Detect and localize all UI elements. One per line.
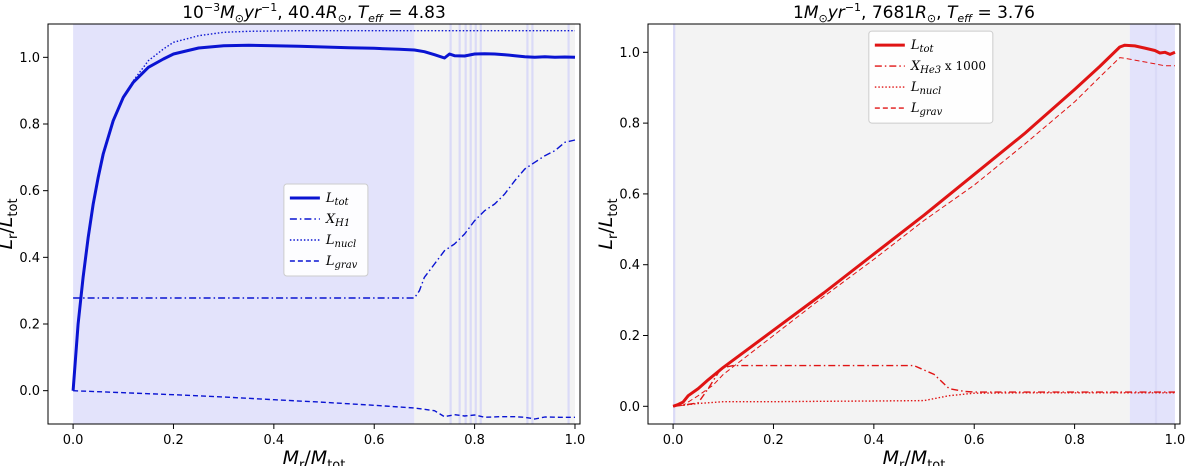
y-tick-label: 0.8 (19, 118, 40, 133)
background-zone-2 (414, 24, 575, 424)
chart-panel-1: 0.0 0.2 0.4 0.6 0.8 1.0 0.0 0.2 0.4 0.6 0.8 1.0 10−3… (0, 1, 585, 466)
chart-title: 1M⊙yr−1, 7681R⊙, Teff = 3.76 (793, 1, 1035, 25)
x-tick-label: 0.6 (964, 433, 985, 448)
series-solid-line (672, 43, 1176, 408)
background-zone-2 (1129, 24, 1175, 424)
band-7 (526, 24, 529, 424)
series-dotted-line (673, 392, 1175, 407)
legend-entry-1: Ltot (910, 38, 935, 55)
x-tick-label: 0.4 (864, 433, 885, 448)
x-tick-label: 1.0 (565, 433, 586, 448)
x-tick-label: 0.8 (464, 433, 485, 448)
band-2 (458, 24, 461, 424)
legend-entry-3: Lnucl (325, 233, 356, 250)
y-tick-label: 0.0 (19, 384, 40, 399)
y-tick-label: 1.0 (19, 51, 40, 66)
x-tick-label: 0.6 (364, 433, 385, 448)
band-1 (673, 24, 676, 424)
legend-entry-3: Lnucl (910, 80, 941, 97)
chart-panel-2: 0.0 0.2 0.4 0.6 0.8 1.0 0.0 0.2 0.4 0.6 0.8 1.0 1M⊙y… (595, 1, 1185, 466)
x-tick-label: 0.0 (63, 433, 84, 448)
x-tick-label: 0.4 (264, 433, 285, 448)
y-tick-label: 0.2 (19, 318, 40, 333)
legend: Ltot XH1 Lnucl Lgrav (283, 183, 369, 277)
x-tick-label: 0.8 (1064, 433, 1085, 448)
legend-entry-2: XH1 (325, 212, 350, 229)
band-8 (531, 24, 534, 424)
x-tick-label: 0.2 (163, 433, 184, 448)
legend-entry-2: XHe3 x 1000 (910, 59, 986, 76)
band-9 (567, 24, 570, 424)
band-4 (469, 24, 472, 424)
x-axis-label: Mr/Mtot (283, 447, 346, 466)
series-solid-line (71, 43, 576, 391)
x-tick-label: 0.0 (663, 433, 684, 448)
band-6 (479, 24, 482, 424)
legend-box (868, 30, 994, 124)
x-tick-label: 1.0 (1165, 433, 1186, 448)
legend-box (283, 183, 369, 277)
x-axis-label: Mr/Mtot (883, 447, 946, 466)
y-tick-label: 0.8 (619, 117, 640, 132)
band-2 (1154, 24, 1158, 424)
y-tick-label: 1.0 (619, 46, 640, 61)
chart-title: 10−3M⊙yr−1, 40.4R⊙, Teff = 4.83 (182, 1, 446, 25)
y-tick-label: 0.6 (19, 184, 40, 199)
band-3 (464, 24, 467, 424)
legend: Ltot XHe3 x 1000 Lnucl Lgrav (868, 30, 994, 124)
legend-entry-4: Lgrav (910, 101, 943, 118)
y-axis-label: Lr/Ltot (0, 198, 21, 249)
x-tick-label: 0.2 (763, 433, 784, 448)
y-tick-label: 0.0 (619, 400, 640, 415)
plot-frame (47, 23, 581, 425)
band-5 (474, 24, 477, 424)
series-dashed-line (673, 57, 1175, 407)
legend-entry-1: Ltot (325, 191, 350, 208)
band-1 (449, 24, 452, 424)
legend-entry-4: Lgrav (325, 254, 358, 271)
y-tick-label: 0.2 (619, 329, 640, 344)
series-dashdot-line (73, 139, 576, 299)
plot-frame (647, 23, 1181, 425)
y-tick-label: 0.6 (619, 187, 640, 202)
y-axis-label: Lr/Ltot (595, 198, 621, 249)
series-dotted-line (72, 30, 575, 391)
y-tick-label: 0.4 (619, 258, 640, 273)
series-dashdot-line (673, 364, 1175, 407)
y-tick-label: 0.4 (19, 251, 40, 266)
